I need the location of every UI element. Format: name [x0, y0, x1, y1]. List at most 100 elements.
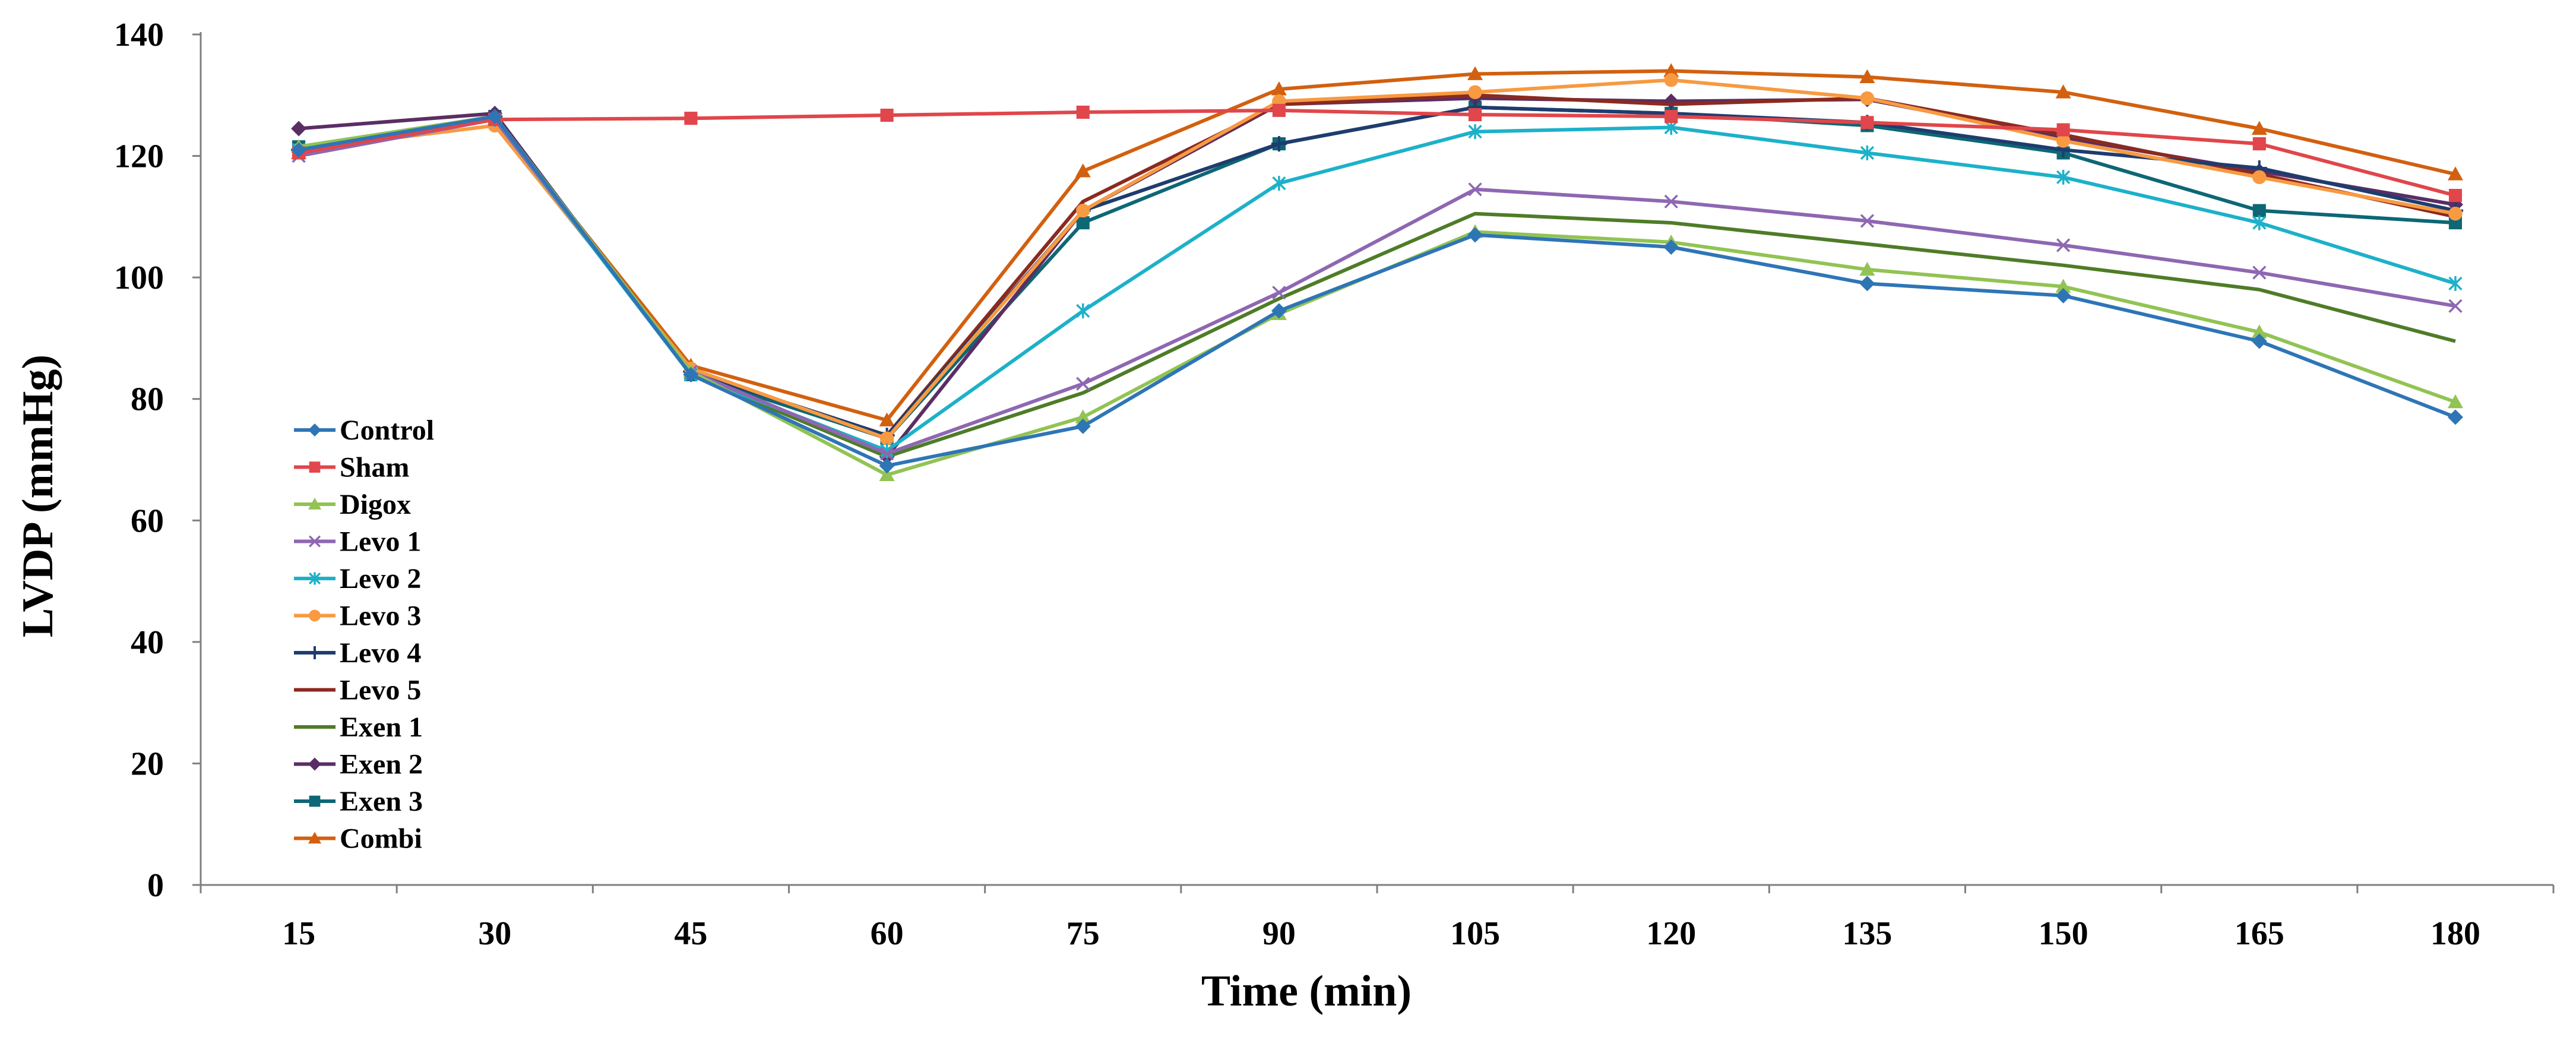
- data-point-sham: [1076, 105, 1090, 119]
- data-point-levo-1: [2056, 238, 2071, 252]
- data-point-digox: [879, 467, 895, 481]
- legend-marker: [309, 461, 321, 473]
- data-point-exen-3: [1076, 216, 1090, 230]
- legend-item-combi: Combi: [294, 823, 422, 855]
- legend-item-control: Control: [294, 415, 434, 446]
- legend-label: Levo 2: [340, 563, 421, 595]
- legend-label: Levo 4: [340, 637, 421, 669]
- legend-label: Levo 1: [340, 526, 421, 558]
- legend: Control Sham Digox Levo 1 Levo 2 Levo 3 Levo 4…: [294, 415, 434, 855]
- legend-item-levo-3: Levo 3: [294, 600, 421, 632]
- y-tick-label: 40: [131, 624, 164, 661]
- data-point-combi: [1075, 163, 1091, 178]
- data-point-levo-1: [1664, 194, 1678, 208]
- x-tick-label: 120: [1646, 915, 1696, 952]
- series-line-control: [298, 115, 2456, 468]
- data-point-levo-2: [879, 443, 894, 459]
- data-point-control: [487, 109, 503, 125]
- legend-marker: [308, 423, 321, 437]
- data-point-levo-2: [2056, 169, 2071, 185]
- series-control: [291, 109, 2463, 474]
- data-point-digox: [2447, 394, 2463, 409]
- data-point-levo-1: [1076, 377, 1090, 391]
- axes: [192, 32, 2555, 893]
- data-point-levo-3: [2056, 134, 2071, 148]
- x-tick-label: 90: [1262, 915, 1296, 952]
- series-levo-2: [292, 112, 2463, 459]
- series-levo-1: [292, 112, 2463, 461]
- data-point-sham: [880, 108, 894, 122]
- legend-label: Exen 2: [340, 749, 423, 780]
- y-tick-label: 0: [147, 867, 164, 904]
- y-tick-label: 120: [114, 138, 164, 175]
- y-axis-title: LVDP (mmHg): [14, 355, 62, 637]
- data-point-levo-2: [2448, 276, 2463, 291]
- data-point-control: [2447, 409, 2463, 425]
- data-point-control: [291, 142, 307, 158]
- x-tick-label: 135: [1842, 915, 1892, 952]
- data-point-levo-1: [2252, 265, 2267, 280]
- legend-marker: [308, 757, 321, 771]
- data-point-levo-2: [1076, 303, 1090, 318]
- data-point-sham: [1664, 110, 1678, 124]
- data-point-combi: [2447, 166, 2463, 181]
- data-point-levo-2: [1860, 145, 1875, 160]
- data-point-combi: [2055, 84, 2071, 99]
- data-point-levo-3: [1664, 73, 1678, 87]
- data-point-control: [879, 458, 895, 474]
- legend-label: Combi: [340, 823, 422, 855]
- data-point-levo-2: [2252, 215, 2267, 230]
- data-point-levo-1: [1860, 214, 1875, 228]
- y-tick-label: 60: [131, 502, 164, 539]
- x-tick-label: 75: [1067, 915, 1100, 952]
- series-line-digox: [298, 115, 2456, 477]
- y-tick-label: 80: [131, 381, 164, 418]
- data-point-sham: [1860, 116, 1874, 129]
- legend-label: Control: [340, 415, 434, 446]
- legend-marker: [308, 535, 321, 548]
- data-point-combi: [1467, 66, 1483, 80]
- data-point-control: [2251, 333, 2267, 349]
- data-point-combi: [1663, 63, 1679, 77]
- series-levo-5: [298, 93, 2456, 438]
- y-tick-label: 140: [114, 17, 164, 53]
- data-point-control: [1075, 418, 1091, 434]
- x-tick-labels: 15 30 45 60 75 90 105 120 135 150 165 180: [282, 915, 2480, 952]
- series-line-combi: [298, 69, 2456, 422]
- legend-item-exen-2: Exen 2: [294, 749, 423, 780]
- data-point-levo-2: [1272, 176, 1286, 191]
- data-point-sham: [2252, 137, 2266, 151]
- data-point-digox: [2251, 324, 2267, 339]
- data-point-levo-1: [879, 447, 894, 461]
- data-point-sham: [684, 112, 698, 125]
- y-tick-labels: 0 20 40 60 80 100 120 140: [114, 17, 164, 904]
- legend-label: Sham: [340, 452, 409, 483]
- x-tick-label: 15: [282, 915, 315, 952]
- x-tick-label: 150: [2039, 915, 2088, 952]
- legend-item-levo-4: Levo 4: [294, 637, 421, 669]
- data-point-exen-3: [2252, 204, 2266, 217]
- legend-marker: [308, 498, 321, 510]
- series-line-levo-5: [298, 93, 2456, 438]
- series-lines: [291, 63, 2463, 481]
- data-point-sham: [2448, 189, 2462, 203]
- x-tick-label: 180: [2431, 915, 2480, 952]
- data-point-sham: [1272, 103, 1286, 117]
- data-point-levo-3: [2252, 170, 2267, 185]
- legend-item-levo-1: Levo 1: [294, 526, 421, 558]
- x-tick-label: 30: [478, 915, 511, 952]
- data-point-digox: [1075, 409, 1091, 423]
- data-point-levo-1: [1468, 182, 1482, 197]
- data-point-combi: [879, 412, 895, 426]
- data-point-levo-3: [1468, 85, 1482, 99]
- data-point-combi: [2251, 121, 2267, 135]
- legend-item-exen-3: Exen 3: [294, 786, 423, 817]
- data-point-sham: [2056, 123, 2070, 137]
- data-point-levo-4: [1271, 136, 1287, 152]
- data-point-levo-2: [1468, 124, 1482, 140]
- legend-label: Exen 3: [340, 786, 423, 817]
- series-levo-3: [292, 73, 2463, 445]
- legend-marker: [309, 609, 321, 622]
- data-point-control: [1859, 276, 1875, 292]
- data-point-combi: [1859, 69, 1875, 83]
